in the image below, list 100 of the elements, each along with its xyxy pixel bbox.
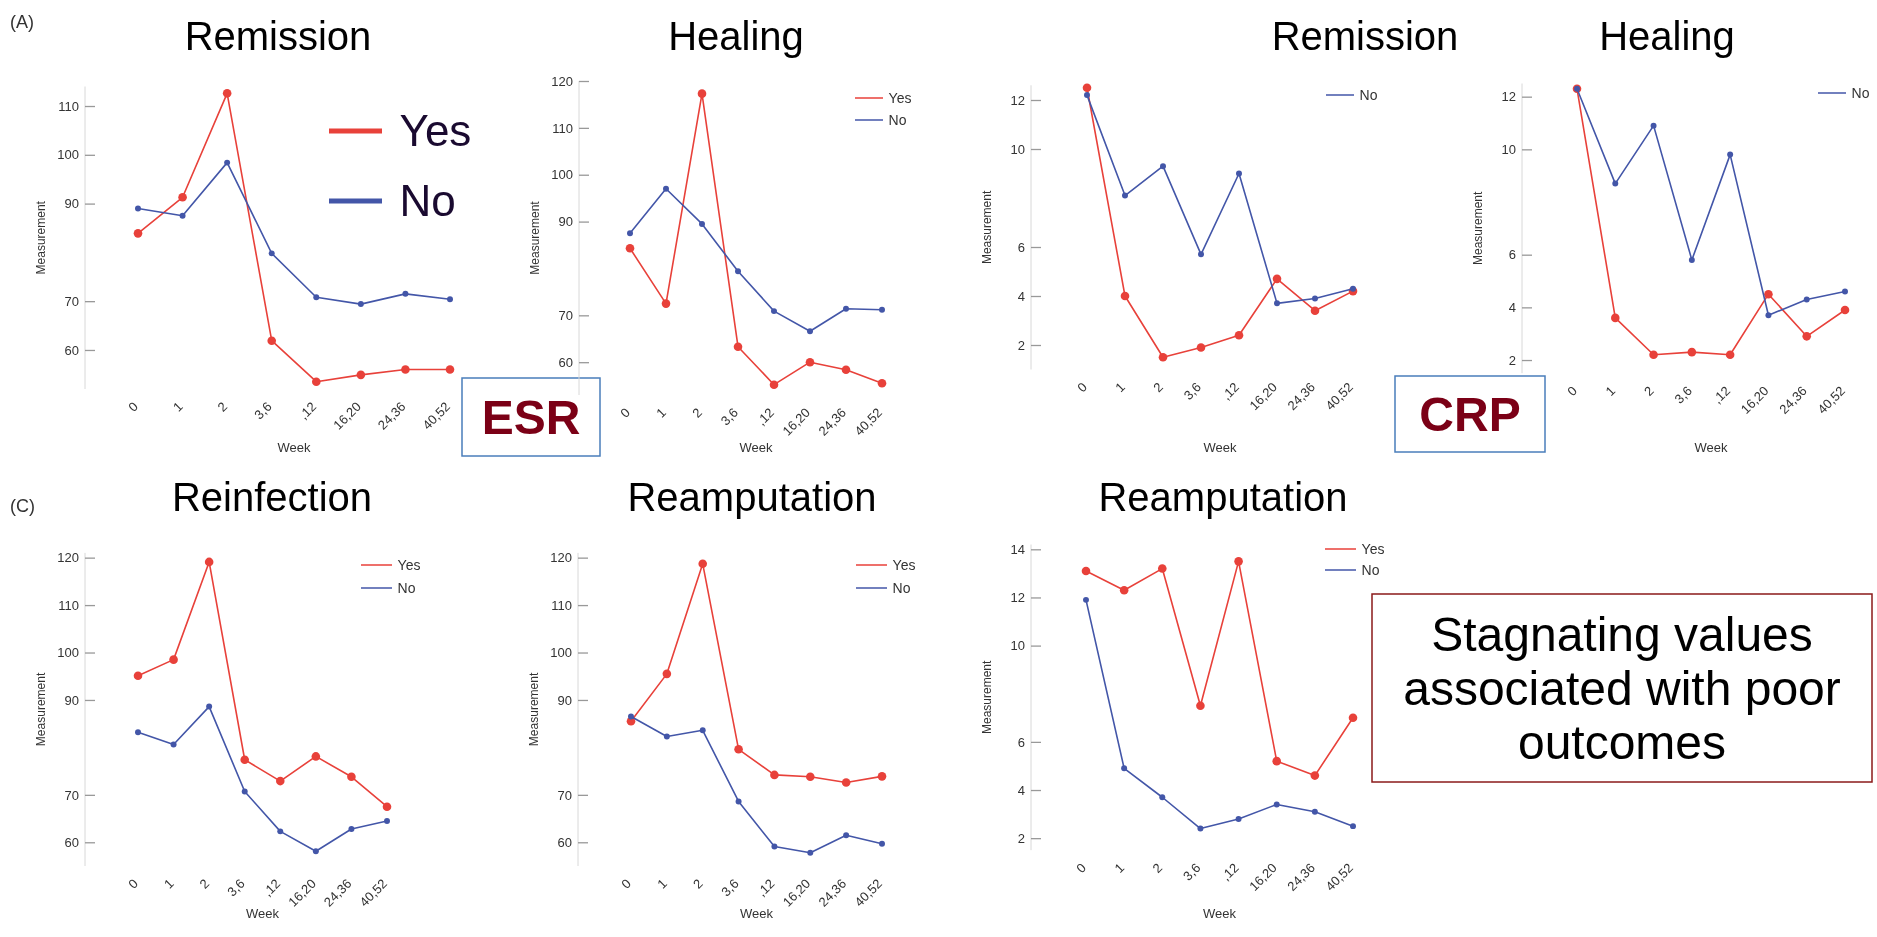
chart-title: Healing	[668, 14, 804, 58]
chart-title: Reinfection	[171, 475, 373, 519]
x-tick-label: 3,6	[717, 404, 742, 429]
x-tick-label: 0	[1074, 379, 1091, 396]
x-tick-label: ,12	[1218, 379, 1243, 403]
y-tick-label: 100	[57, 645, 79, 661]
chart-title: Remission	[1271, 14, 1459, 58]
x-axis-title: Week	[1203, 440, 1237, 455]
legend-label: No	[397, 579, 416, 596]
legend-label: No	[1361, 561, 1380, 578]
text: CRP	[1419, 387, 1521, 441]
y-tick-label: 70	[558, 307, 573, 323]
chart-title: Healing	[1599, 14, 1735, 58]
y-tick-label: 60	[558, 354, 573, 370]
x-tick-label: 0	[1564, 383, 1581, 399]
legend-label: Yes	[397, 556, 421, 573]
y-tick-label: 60	[64, 834, 79, 850]
legend-label: No	[892, 579, 911, 596]
x-tick-label: 1	[160, 875, 177, 892]
legend-label: No	[399, 176, 456, 226]
y-tick-label: 10	[1010, 141, 1025, 157]
text: Stagnating values associated with poor outcomes	[1403, 608, 1841, 769]
y-tick-label: 6	[1017, 734, 1025, 750]
legend-label: Yes	[892, 556, 916, 573]
x-tick-label: 1	[653, 404, 670, 421]
y-tick-label: 4	[1017, 782, 1025, 798]
y-axis-title: Measurement	[980, 190, 994, 265]
y-tick-label: 4	[1017, 288, 1025, 304]
y-tick-label: 12	[1501, 89, 1516, 105]
y-tick-label: 60	[557, 834, 572, 850]
x-tick-label: 0	[617, 404, 634, 421]
x-tick-label: 2	[214, 398, 231, 415]
y-tick-label: 120	[550, 550, 572, 566]
y-tick-label: 2	[1508, 352, 1516, 368]
x-axis-title: Week	[1203, 906, 1237, 921]
x-axis-title: Week	[740, 906, 774, 921]
x-tick-label: 2	[690, 875, 706, 892]
y-tick-label: 60	[64, 342, 79, 358]
y-tick-label: 4	[1508, 300, 1516, 316]
y-tick-label: 10	[1501, 142, 1516, 157]
x-tick-label: ,12	[1218, 860, 1242, 884]
y-tick-label: 120	[551, 73, 573, 89]
y-tick-label: 90	[558, 214, 573, 230]
x-tick-label: 2	[196, 875, 213, 892]
x-tick-label: 0	[618, 875, 635, 892]
y-axis-title: Measurement	[980, 660, 994, 735]
x-tick-label: ,12	[753, 404, 778, 429]
y-tick-label: 70	[64, 787, 79, 803]
y-axis-title: Measurement	[34, 200, 48, 275]
legend-label: Yes	[888, 89, 912, 106]
y-tick-label: 100	[551, 167, 573, 183]
x-axis-title: Week	[277, 440, 311, 455]
x-axis-title: Week	[739, 440, 773, 455]
x-tick-label: 1	[654, 875, 670, 892]
x-tick-label: 2	[1640, 383, 1657, 399]
y-tick-label: 90	[64, 196, 79, 212]
y-tick-label: 100	[550, 645, 572, 661]
y-tick-label: 110	[58, 597, 79, 613]
legend-label: No	[888, 111, 907, 128]
y-tick-label: 6	[1017, 239, 1025, 255]
y-tick-label: 90	[64, 692, 79, 708]
chart-title: Reamputation	[1098, 475, 1348, 519]
y-tick-label: 14	[1010, 541, 1025, 557]
y-axis-title: Measurement	[528, 200, 542, 275]
y-tick-label: 100	[57, 147, 79, 163]
x-tick-label: ,12	[259, 875, 284, 900]
y-axis-title: Measurement	[1471, 191, 1485, 266]
x-tick-label: ,12	[754, 875, 778, 900]
y-tick-label: 10	[1010, 638, 1025, 654]
x-tick-label: 3,6	[251, 398, 275, 423]
y-tick-label: 110	[552, 120, 573, 136]
y-tick-label: 110	[551, 597, 572, 613]
y-tick-label: 2	[1017, 337, 1025, 353]
y-tick-label: 12	[1010, 92, 1025, 108]
legend-label: Yes	[1361, 540, 1385, 557]
x-axis-title: Week	[246, 906, 280, 921]
x-tick-label: 1	[169, 398, 186, 415]
y-tick-label: 70	[64, 293, 79, 309]
x-tick-label: 1	[1112, 379, 1129, 396]
x-tick-label: 3,6	[224, 875, 248, 900]
legend-label: No	[1851, 84, 1870, 101]
y-tick-label: 90	[557, 692, 572, 708]
legend-label: Yes	[399, 106, 472, 156]
x-tick-label: 1	[1111, 860, 1128, 876]
x-tick-label: 0	[1073, 860, 1090, 876]
x-tick-label: ,12	[1709, 383, 1734, 407]
chart-title: Remission	[184, 14, 372, 58]
x-tick-label: ,12	[295, 398, 320, 423]
y-axis-title: Measurement	[527, 672, 541, 747]
x-tick-label: 3,6	[1180, 860, 1204, 884]
y-tick-label: 70	[557, 787, 572, 803]
x-tick-label: 2	[1149, 860, 1166, 876]
text: (A)	[10, 12, 34, 32]
x-axis-title: Week	[1694, 440, 1728, 455]
y-tick-label: 2	[1017, 830, 1025, 846]
y-tick-label: 110	[58, 98, 79, 114]
text: (C)	[10, 496, 35, 516]
x-tick-label: 1	[1602, 383, 1619, 399]
legend-label: No	[1359, 86, 1378, 103]
x-tick-label: 3,6	[1180, 379, 1205, 403]
